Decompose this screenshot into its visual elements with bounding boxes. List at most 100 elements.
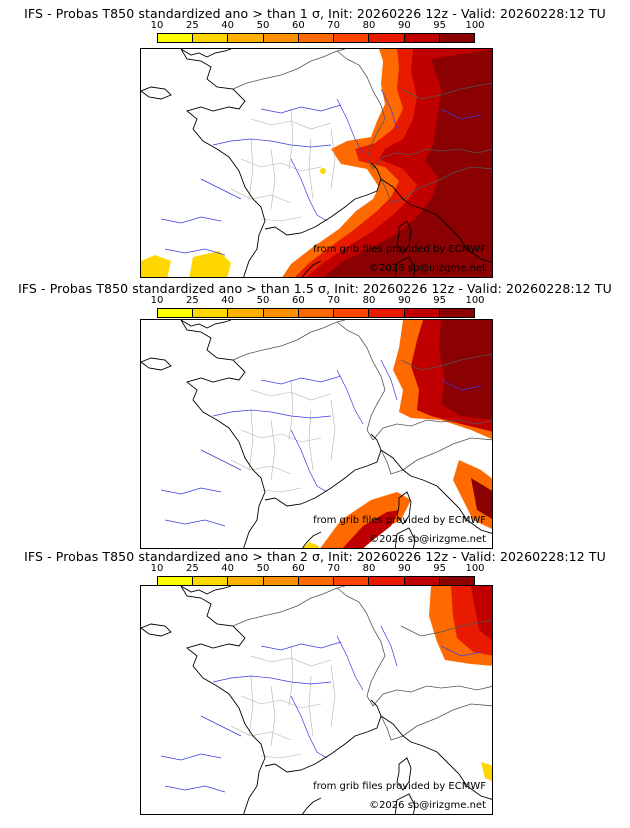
base-map: [141, 49, 492, 277]
colorbar-tick-label: 25: [185, 295, 199, 306]
colorbar-tick-label: 50: [256, 20, 270, 31]
colorbar-segment: [228, 309, 264, 317]
colorbar-tick-label: 90: [397, 563, 411, 574]
colorbar-tick-label: 70: [327, 563, 341, 574]
colorbar-tick-label: 80: [362, 563, 376, 574]
colorbar-tick-label: 95: [433, 20, 447, 31]
colorbar-segment: [334, 34, 370, 42]
colorbar-tick-label: 60: [291, 563, 305, 574]
colorbar-segment: [334, 577, 370, 585]
colorbar-tick-label: 100: [465, 295, 485, 306]
anomaly-shading: [429, 586, 492, 782]
colorbar-ticks: 10 25 40 50 60 70 80 90 95 100: [151, 295, 485, 307]
colorbar-tick-label: 70: [327, 295, 341, 306]
panel-title: IFS - Probas T850 standardized ano > tha…: [18, 281, 612, 296]
colorbar-segment: [334, 309, 370, 317]
colorbar-segment: [404, 577, 440, 585]
colorbar-segment: [228, 34, 264, 42]
colorbar-tick-label: 25: [185, 20, 199, 31]
base-map: [141, 320, 492, 548]
colorbar-tick-label: 95: [433, 295, 447, 306]
anomaly-shading: [141, 49, 492, 277]
colorbar-tick-label: 40: [221, 563, 235, 574]
colorbar-tick-label: 40: [221, 20, 235, 31]
colorbar-segment: [263, 309, 299, 317]
data-source-credit: from grib files provided by ECMWF: [313, 515, 486, 526]
panel-2sigma: IFS - Probas T850 standardized ano > tha…: [0, 543, 630, 828]
department-boundaries: [230, 379, 336, 493]
probability-map: from grib files provided by ECMWF ©2026 …: [140, 585, 493, 815]
colorbar-tick-label: 90: [397, 295, 411, 306]
colorbar: [157, 308, 475, 318]
corsica-outline: [396, 491, 412, 525]
colorbar-tick-label: 60: [291, 295, 305, 306]
colorbar-segment: [263, 577, 299, 585]
rivers: [160, 88, 482, 256]
colorbar-tick-label: 40: [221, 295, 235, 306]
department-boundaries: [230, 108, 336, 222]
colorbar-segment: [158, 34, 194, 42]
department-boundaries: [230, 645, 336, 759]
colorbar-ticks: 10 25 40 50 60 70 80 90 95 100: [151, 20, 485, 32]
copyright-credit: ©2026 sb@irizgme.net: [369, 800, 486, 811]
colorbar-tick-label: 100: [465, 563, 485, 574]
colorbar-segment: [298, 577, 335, 585]
corsica-outline: [396, 757, 412, 791]
country-borders: [232, 586, 492, 741]
colorbar-segment: [298, 34, 335, 42]
colorbar-tick-label: 25: [185, 563, 199, 574]
colorbar-segment: [439, 309, 474, 317]
colorbar-segment: [369, 577, 405, 585]
sardinia-outline: [394, 256, 416, 277]
colorbar-segment: [298, 309, 335, 317]
data-source-credit: from grib files provided by ECMWF: [313, 244, 486, 255]
panel-1-5sigma: IFS - Probas T850 standardized ano > tha…: [0, 275, 630, 550]
country-borders: [232, 320, 492, 475]
anomaly-shading: [303, 320, 492, 548]
probability-map: from grib files provided by ECMWF ©2026 …: [140, 48, 493, 278]
corsica-outline: [396, 220, 412, 254]
colorbar-ticks: 10 25 40 50 60 70 80 90 95 100: [151, 563, 485, 575]
colorbar-tick-label: 95: [433, 563, 447, 574]
colorbar-tick-label: 100: [465, 20, 485, 31]
coastline-uk: [141, 49, 232, 100]
colorbar-tick-label: 80: [362, 295, 376, 306]
colorbar-segment: [439, 34, 474, 42]
colorbar-tick-label: 50: [256, 295, 270, 306]
base-map: [141, 586, 492, 814]
colorbar-segment: [369, 34, 405, 42]
coastline: [180, 49, 492, 277]
colorbar-tick-label: 60: [291, 20, 305, 31]
colorbar-segment: [158, 309, 194, 317]
coastline: [180, 586, 492, 814]
colorbar-segment: [193, 309, 229, 317]
country-borders: [232, 49, 492, 204]
copyright-credit: ©2026 sb@irizgme.net: [369, 263, 486, 274]
colorbar: [157, 33, 475, 43]
panel-title: IFS - Probas T850 standardized ano > tha…: [24, 6, 606, 21]
colorbar-segment: [369, 309, 405, 317]
sardinia-outline: [394, 527, 416, 548]
colorbar-tick-label: 50: [256, 563, 270, 574]
coastline: [180, 320, 492, 548]
colorbar-segment: [193, 577, 229, 585]
colorbar-segment: [158, 577, 194, 585]
colorbar-segment: [439, 577, 474, 585]
coastline-uk: [141, 320, 232, 371]
colorbar-segment: [228, 577, 264, 585]
data-source-credit: from grib files provided by ECMWF: [313, 781, 486, 792]
colorbar-tick-label: 70: [327, 20, 341, 31]
sardinia-outline: [394, 793, 416, 814]
probability-map: from grib files provided by ECMWF ©2026 …: [140, 319, 493, 549]
colorbar-segment: [404, 309, 440, 317]
colorbar-tick-label: 10: [150, 563, 164, 574]
rivers: [160, 625, 482, 793]
colorbar-tick-label: 10: [150, 20, 164, 31]
colorbar-tick-label: 80: [362, 20, 376, 31]
panel-1sigma: IFS - Probas T850 standardized ano > tha…: [0, 0, 630, 280]
rivers: [160, 359, 482, 527]
colorbar-tick-label: 90: [397, 20, 411, 31]
colorbar-tick-label: 10: [150, 295, 164, 306]
colorbar-segment: [263, 34, 299, 42]
coastline-uk: [141, 586, 232, 637]
